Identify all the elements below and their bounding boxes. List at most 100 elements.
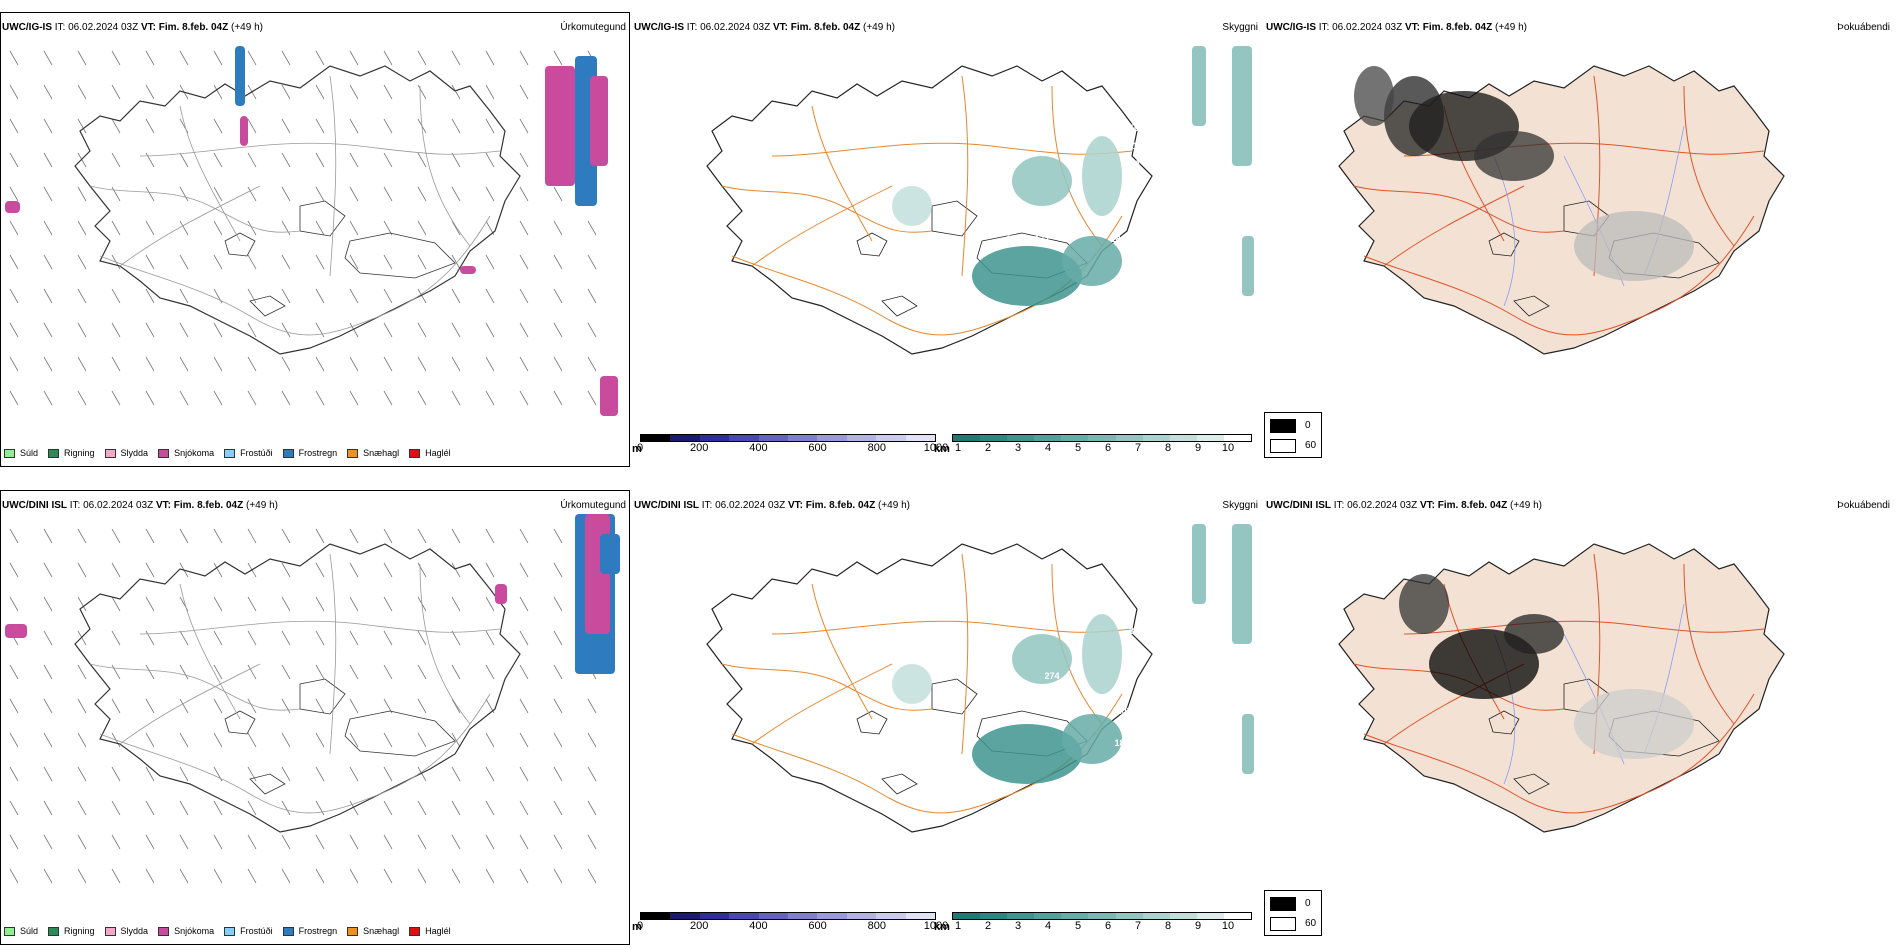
wind-barb — [587, 800, 597, 816]
wind-barb — [43, 390, 53, 406]
wind-barb — [281, 152, 291, 168]
colorbar-tick-label: 8 — [1164, 920, 1172, 932]
model-name: UWC/IG-IS — [634, 22, 684, 33]
road-line — [139, 142, 501, 157]
precip-legend: Súld Rigning Slydda Snjókoma Frostúði Frostre… — [4, 445, 461, 461]
colorbar-segment — [817, 913, 847, 919]
precip-type-panel-bottom: UWC/DINI ISL IT: 06.02.2024 03Z VT: Fim.… — [0, 490, 630, 945]
wind-barb — [349, 186, 359, 202]
wind-barb — [9, 84, 19, 100]
glacier-outline — [881, 773, 918, 795]
road-line — [751, 663, 893, 745]
visibility-value-label: 50 — [1129, 123, 1139, 133]
fog-legend: 0 60 — [1264, 890, 1322, 936]
it-label: IT: — [54, 22, 66, 33]
road-line — [721, 663, 933, 711]
fog-map — [1338, 65, 1785, 355]
colorbar-tick-label: 6 — [1104, 920, 1112, 932]
wind-barb — [43, 254, 53, 270]
wind-barb — [451, 868, 461, 884]
it-label: IT: — [1333, 500, 1345, 511]
wind-barb — [417, 834, 427, 850]
wind-barb — [9, 254, 19, 270]
wind-barb — [485, 322, 495, 338]
wind-barb — [145, 50, 155, 66]
wind-barb — [145, 356, 155, 372]
wind-barb — [519, 664, 529, 680]
vt-label: VT: — [1404, 22, 1420, 33]
wind-barb — [281, 732, 291, 748]
vt-label: VT: — [787, 500, 803, 511]
low-visibility-area — [1012, 634, 1072, 684]
valid-time: Fim. 8.feb. 04Z — [1437, 500, 1508, 511]
model-name: UWC/DINI ISL — [2, 500, 67, 511]
wind-barb — [9, 800, 19, 816]
colorbar-segment — [1115, 913, 1143, 919]
legend-label: Rigning — [64, 448, 95, 458]
wind-barb — [383, 630, 393, 646]
glacier-outline — [344, 232, 456, 279]
wind-barb — [77, 220, 87, 236]
wind-barb — [9, 322, 19, 338]
wind-barb — [417, 152, 427, 168]
low-visibility-area — [1232, 524, 1252, 644]
wind-barb — [451, 322, 461, 338]
wind-barb — [315, 698, 325, 714]
wind-barb — [111, 698, 121, 714]
wind-barb — [451, 220, 461, 236]
wind-barb — [315, 84, 325, 100]
colorbar-tick-label: 2 — [984, 442, 992, 454]
wind-barb — [213, 356, 223, 372]
colorbar-segment — [1034, 435, 1062, 441]
wind-barb — [417, 84, 427, 100]
colorbar-tick-label: 0 — [636, 442, 644, 454]
wind-barb — [451, 288, 461, 304]
wind-barb — [77, 288, 87, 304]
low-visibility-area — [892, 664, 932, 704]
visibility-panel-bottom: UWC/DINI ISL IT: 06.02.2024 03Z VT: Fim.… — [632, 490, 1262, 945]
wind-barb — [145, 322, 155, 338]
it-label: IT: — [69, 500, 81, 511]
wind-barb — [587, 834, 597, 850]
legend-swatch — [48, 926, 60, 936]
colorbar-tick-label: 5 — [1074, 920, 1082, 932]
vt-label: VT: — [140, 22, 156, 33]
colorbar-segment — [1007, 913, 1035, 919]
colorbar-tick-label: 1 — [954, 920, 962, 932]
wind-barb — [145, 732, 155, 748]
wind-barb — [43, 288, 53, 304]
wind-barb — [349, 152, 359, 168]
colorbar-ticks: 0 200 400 600 800 1000 — [636, 442, 948, 456]
wind-barb — [315, 152, 325, 168]
road-line — [751, 185, 893, 267]
elevation-colorbar: 0 200 400 600 800 1000 m — [632, 434, 948, 456]
wind-barb — [383, 390, 393, 406]
wind-barb — [349, 800, 359, 816]
colorbar-tick-label: 7 — [1134, 442, 1142, 454]
colorbar-tick-label: 2 — [984, 920, 992, 932]
wind-barb — [349, 254, 359, 270]
wind-barb — [315, 356, 325, 372]
wind-barb — [587, 732, 597, 748]
wind-barb — [9, 664, 19, 680]
road-line — [139, 620, 501, 635]
legend-item: Súld — [4, 448, 38, 458]
colorbar-segment — [876, 913, 906, 919]
wind-barb — [451, 50, 461, 66]
fog-legend-label: 60 — [1305, 440, 1317, 451]
iceland-coastline — [74, 543, 521, 833]
wind-barb — [315, 118, 325, 134]
wind-barb — [383, 732, 393, 748]
wind-barb — [315, 800, 325, 816]
colorbar-segment — [1169, 435, 1197, 441]
low-visibility-area — [1082, 614, 1122, 694]
wind-barb — [485, 528, 495, 544]
init-time: 06.02.2024 03Z — [68, 22, 139, 33]
wind-barb — [77, 186, 87, 202]
wind-barb — [145, 630, 155, 646]
wind-barb — [77, 118, 87, 134]
fog-legend-swatch — [1270, 897, 1296, 911]
wind-barb — [349, 528, 359, 544]
wind-barb — [349, 288, 359, 304]
wind-barb — [9, 152, 19, 168]
